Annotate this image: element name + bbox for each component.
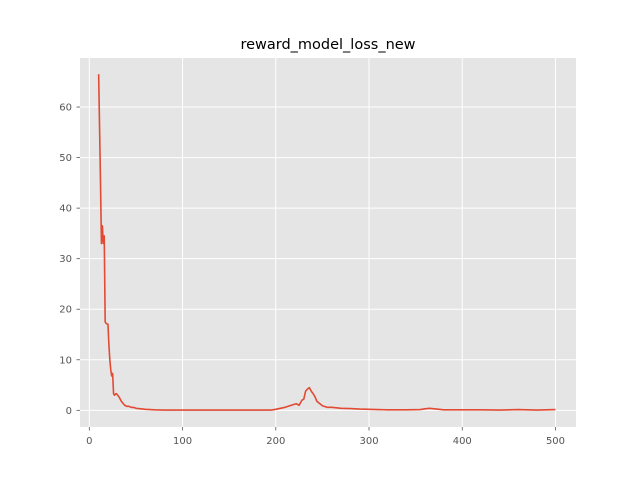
x-tick-label: 400: [453, 436, 472, 447]
x-tick-label: 100: [173, 436, 192, 447]
x-tick-label: 200: [266, 436, 285, 447]
y-tick-label: 0: [66, 406, 72, 417]
grid-lines: [80, 58, 576, 427]
plot-area: [80, 58, 576, 427]
x-tick-label: 500: [546, 436, 565, 447]
y-tick-label: 20: [59, 305, 72, 316]
series-line-0: [97, 74, 556, 411]
y-tick-label: 10: [59, 355, 72, 366]
x-tick-label: 0: [86, 436, 92, 447]
y-tick-label: 50: [59, 153, 72, 164]
y-axis-ticks: 0 10 20 30 40 50 60: [59, 103, 80, 417]
chart-title: reward_model_loss_new: [240, 37, 415, 53]
x-axis-ticks: 0 100 200 300 400 500: [86, 427, 565, 447]
x-tick-label: 300: [359, 436, 378, 447]
y-tick-label: 30: [59, 254, 72, 265]
y-tick-label: 40: [59, 204, 72, 215]
y-tick-label: 60: [59, 103, 72, 114]
series-lines: [97, 74, 556, 411]
